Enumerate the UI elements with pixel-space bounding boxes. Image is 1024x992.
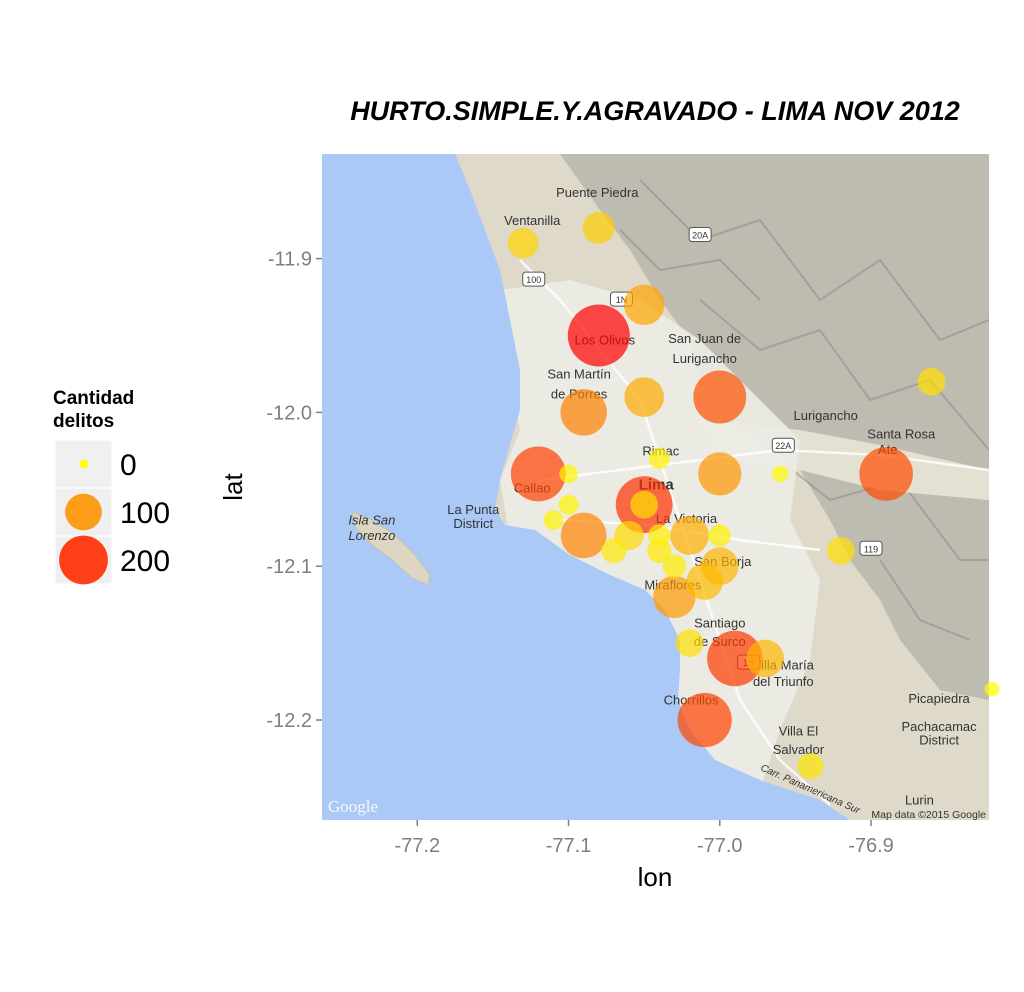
data-point bbox=[708, 524, 731, 547]
map-label: Villa El bbox=[779, 723, 819, 738]
data-point bbox=[662, 554, 687, 578]
data-point bbox=[601, 538, 627, 564]
map-label: San Juan de bbox=[668, 331, 741, 346]
map-label: Santiago bbox=[694, 616, 745, 631]
highway-shield-icon bbox=[771, 437, 795, 453]
data-point bbox=[917, 367, 946, 396]
map-label: District bbox=[453, 516, 493, 531]
y-tick-label: -12.2 bbox=[266, 710, 312, 732]
map-label: San Martín bbox=[547, 367, 611, 382]
data-point bbox=[771, 465, 789, 483]
map-attribution: Map data ©2015 Google bbox=[871, 809, 986, 821]
x-tick-label: -77.2 bbox=[394, 835, 440, 857]
legend-key-label: 200 bbox=[120, 545, 170, 578]
y-axis: -11.9 -12.0 -12.1 -12.2 bbox=[266, 249, 322, 732]
data-point bbox=[670, 516, 709, 555]
map-label: La Punta bbox=[447, 502, 500, 517]
legend-title-line2: delitos bbox=[53, 411, 114, 432]
legend-key-label: 0 bbox=[120, 449, 137, 482]
map-label: Lurin bbox=[905, 793, 934, 808]
x-axis-title: lon bbox=[638, 862, 673, 892]
highway-shield-icon bbox=[859, 540, 883, 556]
chart-title: HURTO.SIMPLE.Y.AGRAVADO - LIMA NOV 2012 bbox=[350, 96, 960, 126]
ocean bbox=[322, 154, 850, 820]
data-point bbox=[746, 639, 784, 678]
x-axis: -77.2 -77.1 -77.0 -76.9 bbox=[394, 820, 894, 857]
data-point bbox=[648, 448, 670, 469]
y-tick-label: -11.9 bbox=[268, 249, 312, 271]
data-point bbox=[686, 563, 723, 600]
highway-shield-icon bbox=[688, 227, 712, 243]
x-tick-label: -77.1 bbox=[546, 835, 592, 857]
data-point bbox=[693, 370, 747, 424]
highway-shield-label: 119 bbox=[864, 544, 878, 554]
data-point bbox=[859, 447, 913, 501]
highway-shield-label: 1N bbox=[616, 295, 628, 305]
data-point bbox=[582, 211, 615, 244]
data-point bbox=[559, 464, 578, 484]
data-point bbox=[797, 753, 824, 780]
data-point bbox=[653, 575, 696, 619]
data-point bbox=[984, 681, 1000, 697]
highway-shield-icon bbox=[522, 271, 546, 287]
data-point bbox=[630, 490, 659, 519]
highway-shield-label: 20A bbox=[692, 231, 708, 241]
map-label: Isla San bbox=[348, 513, 395, 528]
map-label: Lurigancho bbox=[672, 351, 736, 366]
map-label: District bbox=[919, 733, 959, 748]
data-points bbox=[507, 211, 1000, 780]
x-tick-label: -76.9 bbox=[848, 835, 894, 857]
data-point bbox=[507, 227, 539, 259]
data-point bbox=[510, 446, 566, 502]
legend-key-symbol bbox=[65, 493, 102, 531]
data-point bbox=[675, 629, 704, 657]
legend-title-line1: Cantidad bbox=[53, 388, 134, 409]
data-point bbox=[826, 536, 855, 565]
map-label: Picapiedra bbox=[908, 691, 970, 706]
data-point bbox=[624, 377, 664, 417]
map-label: Lorenzo bbox=[348, 528, 395, 543]
map-label: Lurigancho bbox=[793, 408, 857, 423]
map-label: Pachacamac bbox=[902, 719, 978, 734]
legend: Cantidad delitos 0 100 200 bbox=[53, 388, 170, 585]
map-label: del Triunfo bbox=[753, 674, 814, 689]
highway-shield-label: 100 bbox=[526, 275, 541, 285]
y-tick-label: -12.0 bbox=[266, 402, 312, 424]
map-label: Puente Piedra bbox=[556, 185, 639, 200]
isla-san-lorenzo bbox=[351, 511, 431, 586]
data-point bbox=[560, 512, 607, 559]
legend-key-label: 100 bbox=[120, 497, 170, 530]
map-label: Ventanilla bbox=[504, 213, 561, 228]
google-logo: Google bbox=[328, 797, 378, 816]
data-point bbox=[560, 389, 607, 436]
y-axis-title: lat bbox=[218, 472, 248, 500]
highway-shield-label: 22A bbox=[775, 441, 791, 451]
legend-key-symbol bbox=[79, 459, 88, 469]
data-point bbox=[698, 452, 742, 496]
data-point bbox=[543, 510, 564, 530]
data-point bbox=[623, 284, 665, 326]
map-label: Santa Rosa bbox=[867, 427, 936, 442]
x-tick-label: -77.0 bbox=[697, 835, 743, 857]
data-point bbox=[567, 304, 630, 367]
map-label: Salvador bbox=[773, 742, 825, 757]
data-point bbox=[677, 692, 732, 748]
data-point bbox=[707, 630, 763, 687]
data-point bbox=[558, 494, 579, 515]
legend-key-symbol bbox=[59, 535, 108, 585]
data-point bbox=[648, 524, 671, 547]
y-tick-label: -12.1 bbox=[266, 556, 312, 578]
